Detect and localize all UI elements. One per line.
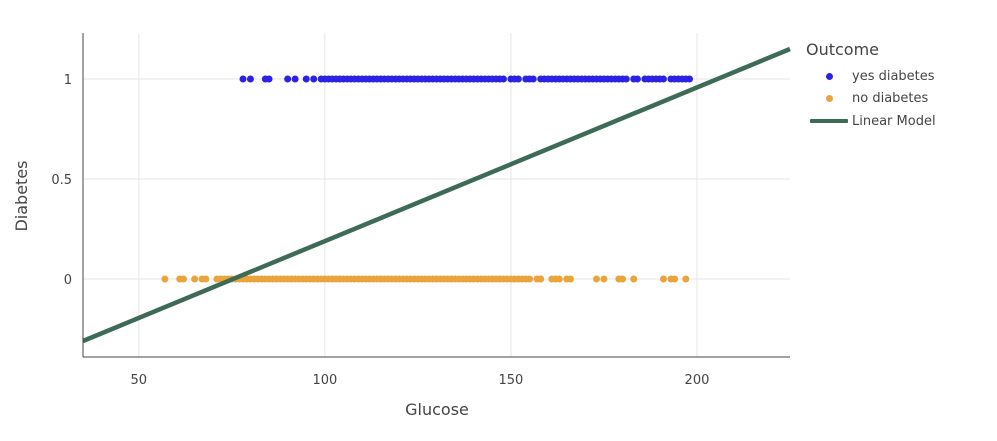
no-diabetes-point <box>566 275 574 283</box>
x-tick-labels: 50 100 150 200 <box>131 373 710 388</box>
x-tick-label: 200 <box>685 373 710 388</box>
no-diabetes-point <box>191 275 199 283</box>
yes-diabetes-point <box>291 75 299 83</box>
no-diabetes-point <box>659 275 667 283</box>
y-tick-labels: 00.51 <box>51 73 72 288</box>
legend-title: Outcome <box>806 40 880 59</box>
x-tick-label: 50 <box>131 373 148 388</box>
yes-diabetes-point <box>622 75 630 83</box>
x-axis-title: Glucose <box>405 400 469 419</box>
yes-diabetes-point <box>686 75 694 83</box>
no-diabetes-point <box>161 275 169 283</box>
legend-label: Linear Model <box>852 113 936 129</box>
no-diabetes-point <box>179 275 187 283</box>
x-tick-label: 150 <box>499 373 524 388</box>
linear-model-line <box>82 46 791 344</box>
yes-diabetes-point <box>239 75 247 83</box>
legend-swatch-no <box>806 95 852 103</box>
orange-dot-icon <box>825 95 833 103</box>
yes-diabetes-point <box>246 75 254 83</box>
no-diabetes-point <box>537 275 545 283</box>
no-diabetes-point <box>682 275 690 283</box>
yes-diabetes-point <box>499 75 507 83</box>
x-tick-label: 100 <box>312 373 337 388</box>
yes-diabetes-point <box>633 75 641 83</box>
legend-item-no-diabetes[interactable]: no diabetes <box>806 88 936 111</box>
yes-diabetes-point <box>514 75 522 83</box>
yes-diabetes-point <box>302 75 310 83</box>
y-tick-label: 0.5 <box>51 173 72 188</box>
no-diabetes-point <box>555 275 563 283</box>
no-diabetes-point <box>593 275 601 283</box>
yes-diabetes-point <box>659 75 667 83</box>
no-diabetes-point <box>526 275 534 283</box>
legend-item-linear-model[interactable]: Linear Model <box>806 110 936 133</box>
legend-item-yes-diabetes[interactable]: yes diabetes <box>806 65 936 88</box>
yes-diabetes-point <box>310 75 318 83</box>
blue-dot-icon <box>825 72 833 80</box>
axes <box>82 33 790 358</box>
legend-swatch-yes <box>806 72 852 80</box>
no-diabetes-point <box>630 275 638 283</box>
yes-diabetes-point <box>284 75 292 83</box>
legend-label: yes diabetes <box>852 68 935 84</box>
y-tick-label: 0 <box>64 273 72 288</box>
no-diabetes-point <box>671 275 679 283</box>
yes-diabetes-point <box>529 75 537 83</box>
no-diabetes-point <box>619 275 627 283</box>
legend-swatch-line <box>806 119 852 124</box>
green-line-icon <box>810 119 848 124</box>
linear-model-layer <box>82 46 791 344</box>
no-diabetes-point <box>600 275 608 283</box>
no-diabetes-point <box>202 275 210 283</box>
yes-diabetes-points <box>239 75 694 83</box>
yes-diabetes-point <box>265 75 273 83</box>
y-axis-title: Diabetes <box>12 160 31 231</box>
legend: Outcome yes diabetes no diabetes Linear … <box>806 40 936 133</box>
legend-label: no diabetes <box>852 91 929 107</box>
y-tick-label: 1 <box>64 73 72 88</box>
